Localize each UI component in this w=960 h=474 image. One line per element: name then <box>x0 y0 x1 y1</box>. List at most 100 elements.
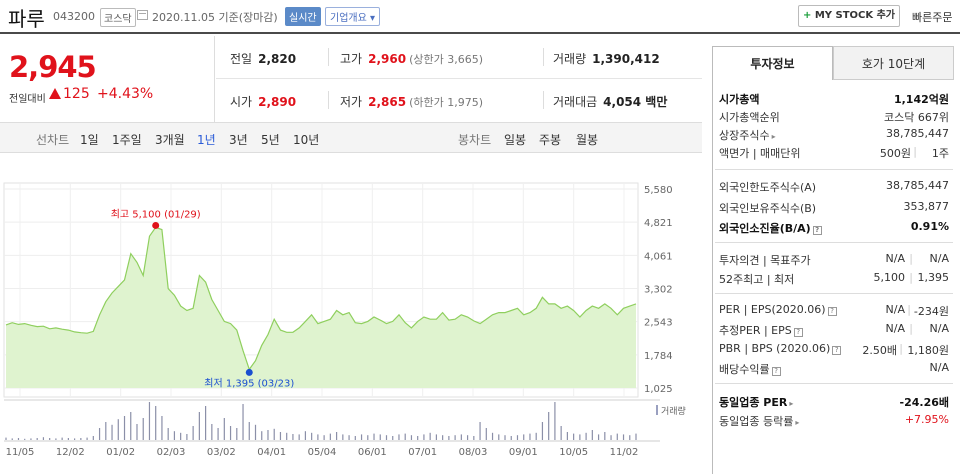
price-chart-svg: 5,580 4,821 4,061 3,302 2,543 1,784 1,025 최고 5,… <box>3 182 686 458</box>
volume-bar <box>123 416 126 440</box>
company-overview-dropdown[interactable]: 기업개요 ▾ <box>325 7 380 26</box>
dividend-value: N/A <box>929 361 949 374</box>
foreign-hold-value: 353,877 <box>903 200 950 213</box>
x-tick-label: 08/03 <box>459 447 488 458</box>
help-icon[interactable]: ? <box>832 346 842 355</box>
period-10y[interactable]: 10년 <box>293 133 320 147</box>
volume-bar <box>254 424 257 440</box>
volume-bar <box>410 435 413 440</box>
candle-chart-label[interactable]: 봉차트 <box>458 133 492 147</box>
foreign-limit-value: 38,785,447 <box>886 179 949 192</box>
sector-per-value: -24.26배 <box>899 396 949 409</box>
realtime-button[interactable]: 실시간 <box>285 7 321 26</box>
volume-bar <box>473 436 475 440</box>
quick-order-link[interactable]: 빠른주문 <box>912 11 953 24</box>
caret-right-icon: ▸ <box>789 399 794 408</box>
lower-limit: (하한가 1,975) <box>409 96 483 109</box>
high-value: 2,960 <box>368 52 407 66</box>
caret-right-icon: ▸ <box>771 132 776 141</box>
volume-bar <box>504 435 506 440</box>
plot-frame <box>3 182 639 398</box>
foreign-ratio-label: 외국인소진율(B/A) <box>719 222 811 235</box>
volume-bar <box>186 434 188 440</box>
target-price-value: N/A <box>929 252 949 265</box>
volume-bar <box>55 438 57 440</box>
line-chart-label[interactable]: 선차트 <box>36 133 70 147</box>
volume-bar <box>74 438 76 440</box>
period-1w[interactable]: 1주일 <box>112 133 142 147</box>
volume-bar <box>329 433 331 440</box>
volume-bar <box>554 402 556 440</box>
y-tick-label: 4,821 <box>644 218 673 229</box>
candle-weekly[interactable]: 주봉 <box>539 133 562 147</box>
volume-bar <box>622 434 625 440</box>
period-3m[interactable]: 3개월 <box>155 133 185 147</box>
volume-legend-label: 거래량 <box>661 405 686 417</box>
volume-bar <box>597 434 600 440</box>
low-label: 저가 <box>340 95 363 109</box>
volume-bar <box>211 424 213 440</box>
trade-unit-value: 1주 <box>931 147 949 160</box>
help-icon[interactable]: ? <box>771 367 781 376</box>
per-label: PER | EPS(2020.06) <box>719 303 826 316</box>
period-1y[interactable]: 1년 <box>197 133 216 147</box>
x-tick-label: 06/01 <box>358 447 387 458</box>
volume-legend-swatch <box>656 405 658 415</box>
market-cap-value: 1,142억원 <box>893 93 949 106</box>
volume-bar <box>360 434 363 440</box>
volume-bar <box>192 426 194 440</box>
sector-change-value: +7.95% <box>904 413 949 426</box>
tab-orderbook[interactable]: 호가 10단계 <box>833 46 954 80</box>
x-tick-label: 10/05 <box>559 447 588 458</box>
volume-bar <box>610 435 612 440</box>
sector-per-label: 동일업종 PER <box>719 396 788 409</box>
pbr-label: PBR | BPS (2020.06) <box>719 342 831 355</box>
week52-label: 52주최고 | 최저 <box>719 273 795 286</box>
week52-high-value: 5,100 <box>873 271 906 284</box>
help-icon[interactable]: ? <box>793 328 803 337</box>
tab-investment-info[interactable]: 투자정보 <box>712 46 833 80</box>
volume-bar <box>442 435 444 440</box>
help-icon[interactable]: ? <box>827 307 837 316</box>
volume-bar <box>24 438 26 440</box>
period-3y[interactable]: 3년 <box>229 133 248 147</box>
volume-bar <box>80 438 82 440</box>
volume-bar <box>435 434 437 440</box>
period-5y[interactable]: 5년 <box>261 133 280 147</box>
y-tick-label: 2,543 <box>644 318 673 329</box>
volume-bar <box>548 412 550 440</box>
volume-bar <box>342 434 344 440</box>
volume-bar <box>205 406 207 440</box>
max-marker <box>152 221 160 229</box>
volume-bar <box>454 435 456 440</box>
prev-close-value: 2,820 <box>258 52 297 66</box>
volume-bar <box>292 434 294 440</box>
stock-name: 파루 <box>8 7 45 31</box>
calendar-icon <box>137 10 148 20</box>
high-label: 고가 <box>340 52 363 66</box>
x-tick-label: 07/01 <box>408 447 437 458</box>
volume-bar <box>229 426 232 440</box>
investment-info-table: 시가총액 1,142억원 시가총액순위 코스닥 667위 상장주식수 ▸ 38,785,… <box>712 80 954 474</box>
volume-bar <box>105 422 107 440</box>
stock-code: 043200 <box>53 10 95 23</box>
market-cap-label: 시가총액 <box>719 93 760 106</box>
current-price-box: 2,945 전일대비 125 +4.43% <box>0 36 215 122</box>
volume-bar <box>236 428 238 440</box>
candle-monthly[interactable]: 월봉 <box>576 133 599 147</box>
add-my-stock-button[interactable]: + MY STOCK 추가 <box>798 5 900 27</box>
up-triangle-icon <box>49 88 61 99</box>
volume-bar <box>49 438 51 440</box>
volume-bar <box>529 433 531 440</box>
caret-right-icon: ▸ <box>795 418 800 427</box>
volume-bar <box>448 436 450 440</box>
help-icon[interactable]: ? <box>812 226 822 235</box>
volume-bar <box>323 435 325 440</box>
volume-bar <box>286 432 288 440</box>
volume-bar <box>130 412 132 440</box>
volume-bar <box>311 432 313 440</box>
volume-bar <box>516 435 519 440</box>
candle-daily[interactable]: 일봉 <box>504 133 527 147</box>
volume-bar <box>585 432 587 440</box>
period-1d[interactable]: 1일 <box>80 133 99 147</box>
